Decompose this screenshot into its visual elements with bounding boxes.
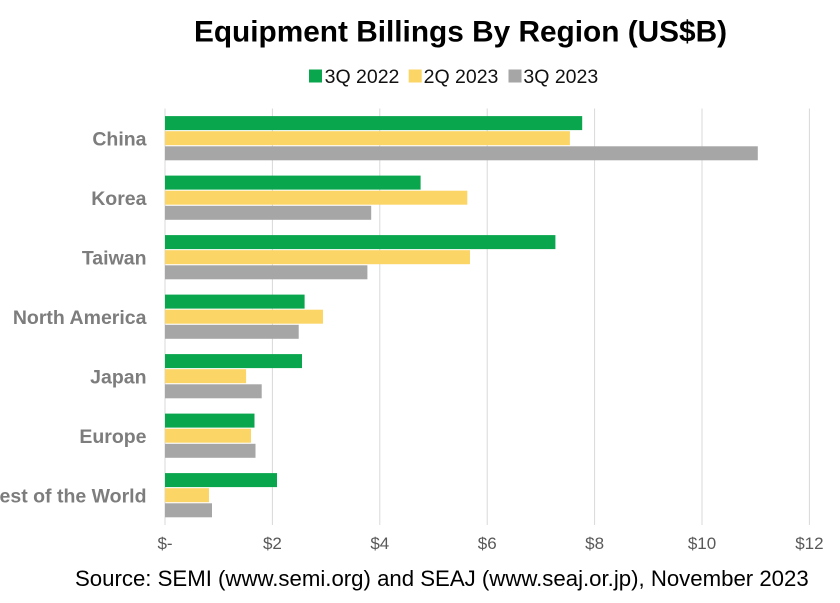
svg-text:China: China [92, 128, 146, 150]
svg-text:3Q 2022: 3Q 2022 [325, 66, 400, 88]
svg-text:Europe: Europe [79, 426, 146, 448]
svg-text:$12: $12 [795, 534, 823, 553]
svg-text:$4: $4 [370, 534, 389, 553]
svg-text:Rest of the World: Rest of the World [0, 485, 147, 507]
svg-text:$-: $- [157, 534, 172, 553]
svg-text:$2: $2 [263, 534, 282, 553]
svg-text:$10: $10 [688, 534, 716, 553]
svg-text:Japan: Japan [90, 366, 146, 388]
svg-text:2Q 2023: 2Q 2023 [424, 66, 499, 88]
svg-text:$8: $8 [585, 534, 604, 553]
svg-text:Equipment Billings By Region (: Equipment Billings By Region (US$B) [194, 16, 727, 49]
svg-text:$6: $6 [478, 534, 497, 553]
svg-text:Taiwan: Taiwan [82, 247, 147, 269]
svg-text:3Q 2023: 3Q 2023 [523, 66, 598, 88]
svg-text:North America: North America [13, 307, 147, 329]
svg-text:Korea: Korea [91, 188, 146, 210]
svg-text:Source: SEMI (www.semi.org) an: Source: SEMI (www.semi.org) and SEAJ (ww… [75, 566, 809, 591]
